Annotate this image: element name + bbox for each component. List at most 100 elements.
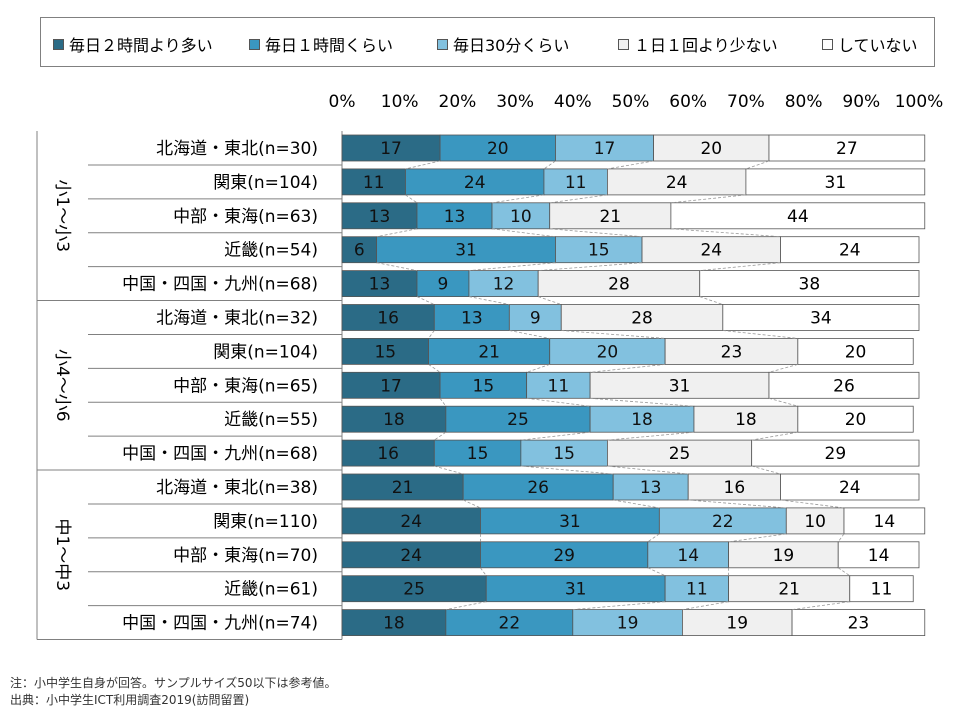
legend-label-series-5: していない [838, 36, 918, 55]
connector-line [405, 160, 441, 170]
data-label: 11 [363, 173, 385, 193]
bar-segment [341, 236, 378, 264]
data-label: 26 [833, 376, 855, 396]
bar-segment [589, 371, 770, 399]
data-label: 18 [383, 410, 405, 430]
data-label: 29 [825, 444, 847, 464]
legend-label-series-2: 毎日１時間くらい [265, 36, 394, 55]
footnote-note: 注：小中学生自身が回答。サンプルサイズ50以下は参考値。 [10, 676, 337, 690]
data-label: 31 [669, 376, 691, 396]
connector-line [768, 397, 798, 407]
connector-line [751, 431, 798, 441]
connector-line [526, 397, 591, 407]
data-label: 11 [565, 173, 587, 193]
data-label: 31 [565, 580, 587, 600]
data-label: 16 [377, 444, 399, 464]
bar-segment [462, 473, 614, 501]
connector-line [607, 465, 689, 475]
connector-line [613, 499, 660, 509]
bar-segment [768, 371, 920, 399]
data-label: 24 [839, 241, 861, 261]
connector-line [434, 465, 464, 475]
data-label: 38 [799, 275, 821, 295]
data-label: 11 [871, 580, 893, 600]
legend-label-series-1: 毎日２時間より多い [69, 36, 213, 55]
x-tick-label: 10% [381, 92, 419, 112]
bar-segment [480, 507, 660, 535]
connector-line [445, 601, 487, 610]
connector-line [468, 296, 510, 305]
data-label: 18 [383, 614, 405, 634]
connector-line [509, 330, 550, 339]
connector-line [572, 601, 666, 610]
data-label: 19 [726, 614, 748, 634]
bar-segment [428, 337, 551, 365]
x-tick-label: 90% [842, 92, 880, 112]
bar-segment [445, 609, 574, 636]
legend-swatch-series-1 [53, 38, 64, 50]
x-tick-label: 60% [669, 92, 707, 112]
bar-segment [728, 575, 851, 603]
connector-line [837, 567, 850, 577]
legend-item-series-4: １日１回より少ない [618, 32, 778, 56]
connector-line [780, 499, 845, 509]
x-tick-label: 80% [785, 92, 823, 112]
data-label: 9 [438, 275, 449, 295]
bar-segment [341, 371, 441, 399]
data-label: 6 [354, 241, 365, 261]
x-tick-label: 50% [612, 92, 650, 112]
bar-segment [647, 541, 729, 569]
data-label: 20 [597, 342, 619, 362]
x-tick-label: 30% [496, 92, 534, 112]
group-label: 小4～小6 [52, 349, 72, 422]
row-label: 中部・東海(n=63) [173, 207, 318, 227]
connector-line [607, 160, 654, 170]
bar-segment [699, 270, 920, 298]
bar-segment [341, 270, 418, 298]
row-label: 近畿(n=55) [224, 410, 318, 430]
bar-segment [508, 304, 562, 331]
bar-segment [543, 168, 608, 196]
connector-line [491, 194, 545, 204]
legend-item-series-2: 毎日１時間くらい [249, 32, 393, 56]
row-label: 関東(n=104) [213, 173, 318, 193]
data-label: 29 [553, 546, 575, 566]
bar-segment [549, 202, 672, 230]
bar-segment [520, 439, 608, 467]
data-label: 31 [825, 173, 847, 193]
bar-segment [670, 202, 926, 230]
data-label: 14 [874, 512, 896, 532]
data-label: 19 [617, 614, 639, 634]
connector-line [463, 499, 481, 509]
data-label: 15 [553, 444, 575, 464]
data-label: 25 [669, 444, 691, 464]
bar-segment [664, 575, 729, 603]
bar-segment [658, 507, 787, 535]
connector-line [549, 228, 643, 238]
data-label: 23 [721, 342, 743, 362]
bar-segment [722, 304, 920, 331]
data-label: 25 [403, 580, 425, 600]
legend-swatch-series-2 [249, 38, 260, 50]
bar-segment [785, 507, 845, 535]
data-label: 12 [493, 275, 515, 295]
bar-segment [751, 439, 920, 467]
data-label: 15 [467, 444, 489, 464]
data-label: 31 [559, 512, 581, 532]
bar-segment [376, 236, 556, 264]
bar-segment [641, 236, 781, 264]
legend-swatch-series-5 [822, 38, 833, 50]
data-label: 25 [507, 410, 529, 430]
bar-segment [797, 405, 914, 433]
bar-segment [341, 507, 481, 535]
bar-segment [480, 541, 649, 569]
data-label: 26 [527, 478, 549, 498]
bar-segment [843, 507, 926, 535]
legend-item-series-1: 毎日２時間より多い [53, 32, 213, 56]
bar-segment [341, 541, 481, 569]
connector-line [561, 330, 666, 339]
bar-segment [341, 609, 447, 636]
row-label: 中部・東海(n=65) [173, 376, 318, 396]
connector-line [543, 160, 556, 170]
